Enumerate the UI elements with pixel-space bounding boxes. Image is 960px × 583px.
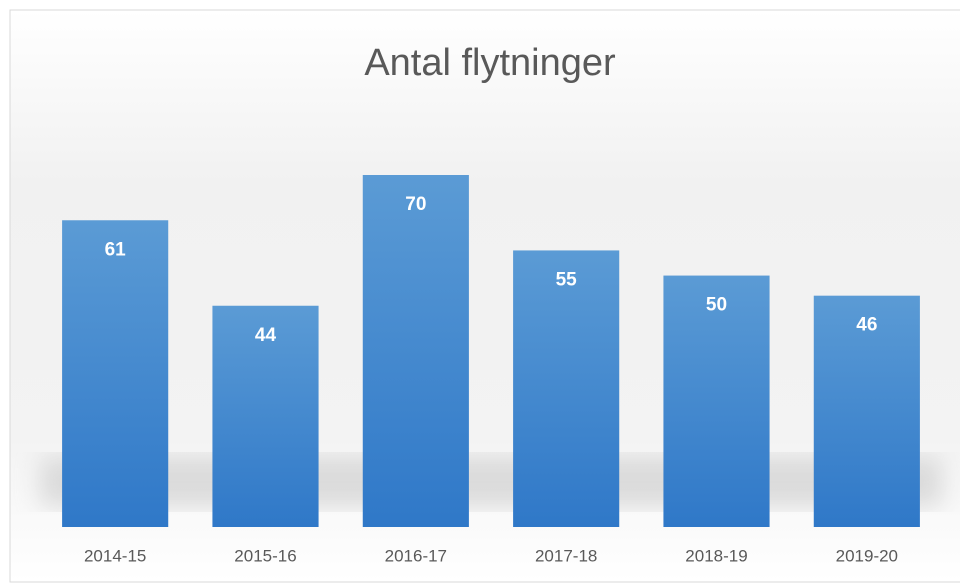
data-label: 44 [255, 325, 277, 346]
data-label: 50 [706, 295, 727, 316]
chart-title: Antal flytninger [364, 42, 616, 84]
data-label: 46 [856, 315, 877, 336]
x-tick-label: 2016-17 [385, 546, 447, 565]
x-tick-label: 2018-19 [685, 546, 747, 565]
bar [513, 250, 620, 527]
bar [813, 295, 920, 527]
bar [362, 175, 469, 527]
data-label: 61 [105, 239, 127, 260]
data-label: 70 [405, 194, 426, 215]
x-tick-label: 2019-20 [836, 546, 898, 565]
x-tick-label: 2017-18 [535, 546, 597, 565]
bar [663, 275, 770, 527]
x-tick-label: 2014-15 [84, 546, 146, 565]
bar [62, 220, 169, 527]
bar [212, 305, 319, 527]
x-tick-label: 2015-16 [234, 546, 296, 565]
data-label: 55 [556, 269, 578, 290]
shadow [40, 457, 942, 507]
